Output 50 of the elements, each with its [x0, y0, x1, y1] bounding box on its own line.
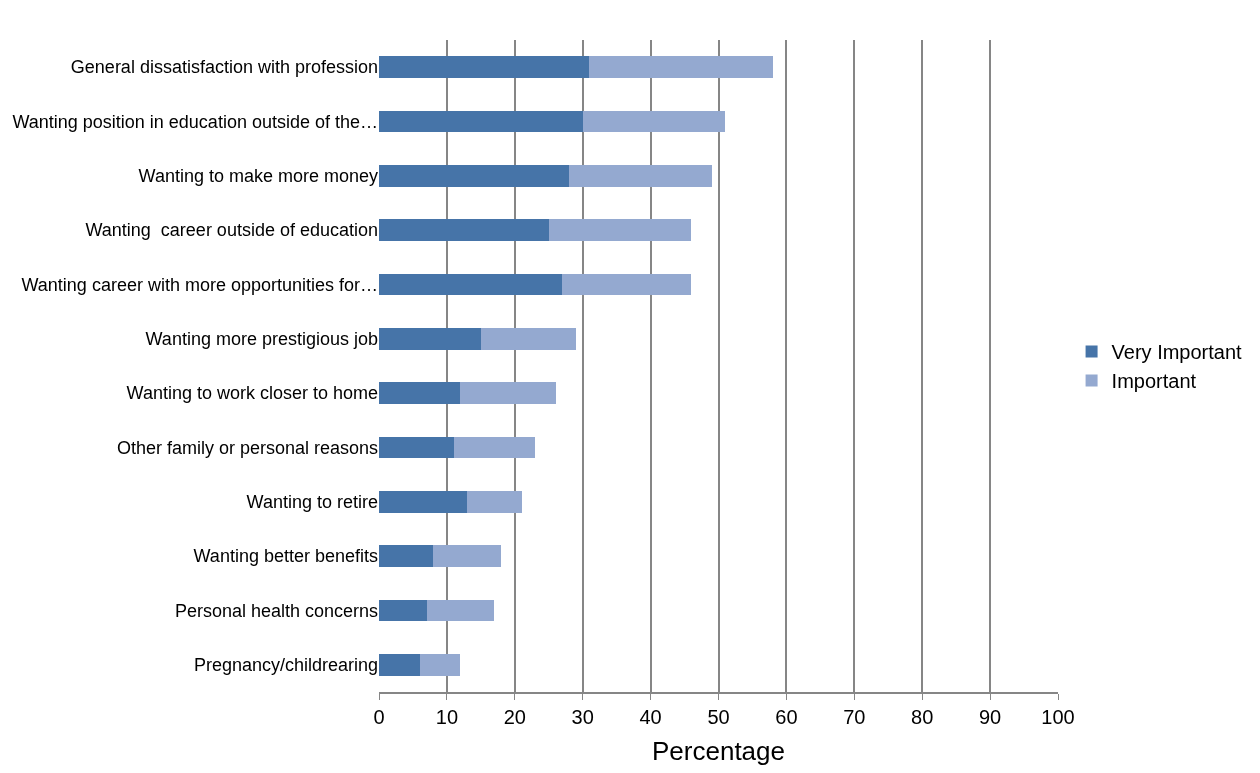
bar — [379, 382, 461, 405]
bar — [467, 490, 522, 513]
x-tick-label: 90 — [978, 705, 1002, 728]
x-tick-label: 40 — [639, 705, 662, 728]
y-tick-label: Personal health concerns — [174, 600, 378, 621]
bar — [379, 599, 427, 622]
x-axis-title: Percentage — [652, 735, 785, 766]
bar — [453, 436, 536, 459]
y-tick-label: Wanting career outside of education — [85, 220, 378, 241]
bar — [379, 653, 420, 676]
x-tick-label: 20 — [503, 705, 526, 728]
y-tick-label: Pregnancy/childrearing — [193, 655, 378, 676]
x-tick-label: 60 — [775, 705, 798, 728]
bar — [426, 599, 495, 622]
bar — [569, 164, 712, 187]
bar — [562, 273, 692, 296]
bar — [379, 164, 570, 187]
bar — [379, 545, 434, 568]
y-tick-label: Other family or personal reasons — [116, 437, 378, 458]
x-tick-label: 100 — [1041, 705, 1075, 728]
bar — [379, 327, 481, 350]
x-tick-label: 10 — [435, 705, 459, 728]
x-tick-label: 80 — [911, 705, 934, 728]
bar — [379, 110, 583, 133]
bar — [589, 56, 773, 79]
bar — [582, 110, 726, 133]
bar — [379, 273, 563, 296]
y-tick-label: Wanting position in education outside of the… — [12, 111, 378, 132]
y-tick-label: Wanting better benefits — [193, 546, 378, 567]
bar — [379, 436, 454, 459]
y-tick-label: Wanting to make more money — [138, 166, 378, 187]
bar — [379, 56, 590, 79]
x-tick-label: 30 — [571, 705, 594, 728]
y-tick-label: Wanting to retire — [246, 492, 378, 513]
bar — [480, 327, 576, 350]
y-tick-label: Wanting career with more opportunities for… — [21, 274, 378, 295]
y-tick-label: General dissatisfaction with profession — [70, 57, 378, 78]
bar — [379, 219, 549, 242]
bar — [548, 219, 692, 242]
bar — [433, 545, 502, 568]
bar — [419, 653, 461, 676]
x-tick-label: 50 — [707, 705, 730, 728]
x-tick-label: 0 — [373, 705, 385, 728]
bar — [460, 382, 556, 405]
legend-label: Very Important — [1111, 341, 1243, 364]
legend-label: Important — [1111, 370, 1197, 393]
y-tick-label: Wanting more prestigious job — [145, 329, 378, 350]
bar — [379, 490, 468, 513]
y-tick-label: Wanting to work closer to home — [126, 383, 378, 404]
x-tick-label: 70 — [843, 705, 866, 728]
